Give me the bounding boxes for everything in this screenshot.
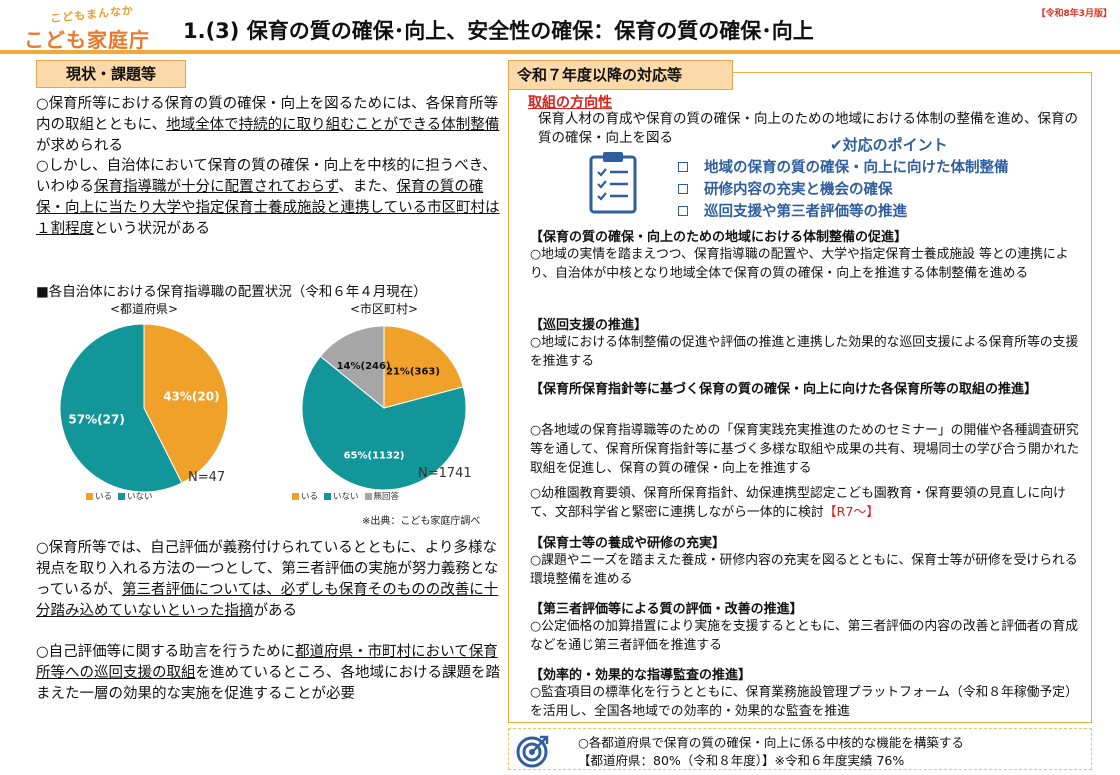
issue-2-text: ○しかし、自治体において保育の質の確保・向上を中核的に担うべき、いわゆる bbox=[36, 158, 497, 195]
issue-2-text-mid: 、また、 bbox=[338, 179, 397, 195]
issue-2-underlined-1: 保育指導職が十分に配置されておらず bbox=[94, 179, 339, 195]
section-text-audit: ○監査項目の標準化を行うとともに、保育業務施設管理プラットフォーム（令和８年稼働… bbox=[530, 685, 1078, 719]
current-issues-tab: 現状・課題等 bbox=[36, 60, 186, 88]
issue-3-underlined: 第三者評価については、必ずしも保育そのものの改善に十分踏み込めていないといった指… bbox=[36, 582, 499, 619]
issue-4-underlined: 都道府県・市町村において保育所等への巡回支援の取組 bbox=[36, 644, 498, 681]
legend-item: 無回答 bbox=[364, 492, 400, 502]
checkbox-icon bbox=[678, 162, 688, 172]
point-label: 研修内容の充実と機会の確保 bbox=[704, 182, 893, 198]
legend-swatch bbox=[292, 493, 299, 500]
point-label: 地域の保育の質の確保・向上に向けた体制整備 bbox=[704, 160, 1009, 176]
pie-slice-いる bbox=[383, 325, 464, 409]
legend-label: いない bbox=[333, 492, 359, 502]
issue-paragraph-1: ○保育所等における保育の質の確保・向上を図るためには、各保育所等内の取組とともに… bbox=[36, 94, 502, 157]
issue-3-text: ○保育所等では、自己評価が義務付けられているとともに、より多様な視点を取り入れる… bbox=[36, 540, 499, 598]
section-text-training: ○課題やニーズを踏まえた養成・研修内容の充実を図るとともに、保育士等が研修を受け… bbox=[530, 553, 1078, 587]
guidelines-2-period: 【R7～】 bbox=[823, 505, 880, 520]
legend-swatch bbox=[324, 493, 332, 500]
point-item: 地域の保育の質の確保・向上に向けた体制整備 bbox=[678, 156, 1009, 177]
target-icon bbox=[516, 735, 549, 768]
pie-slice-無回答 bbox=[319, 325, 385, 410]
pie-data-label: 14%(246) bbox=[337, 361, 391, 372]
section-text-visit: ○地域における体制整備の促進や評価の推進と連携した効果的な巡回支援による保育所等… bbox=[530, 335, 1079, 369]
guidelines-2-text: ○幼稚園教育要領、保育所保育指針、幼保連携型認定こども園教育・保育要領の見直しに… bbox=[530, 486, 1066, 520]
chart-source: ※出典：こども家庭庁調べ bbox=[362, 516, 481, 527]
pie-data-label: 65%(1132) bbox=[344, 451, 405, 462]
checkbox-icon bbox=[678, 206, 688, 216]
pie-legend: いる いない 無回答 bbox=[292, 490, 405, 502]
checkbox-icon bbox=[678, 184, 688, 194]
legend-label: いない bbox=[127, 492, 153, 502]
issue-1-text-end: が求められる bbox=[36, 138, 123, 154]
prefecture-pie-svg: 43%(20) 57%(27) bbox=[59, 323, 229, 493]
pie-slice-いない bbox=[59, 323, 183, 493]
pie-slice-いない bbox=[301, 355, 467, 491]
legend-item: いない bbox=[118, 492, 153, 502]
agency-logo: こどもまんなか こども家庭庁 bbox=[14, 4, 174, 52]
issue-4-text-end: を進めているところ、各地域における課題を踏まえた一層の効果的な実施を促進すること… bbox=[36, 665, 500, 702]
direction-title: 取組の方向性 bbox=[528, 95, 612, 111]
prefecture-pie-chart: <都道府県> 43%(20) 57%(27) N=47 いる いない bbox=[34, 300, 254, 510]
legend-label: いる bbox=[95, 492, 113, 502]
section-text-system: ○地域の実情を踏まえつつ、保育指導職の配置や、大学や指定保育士養成施設 等との連… bbox=[530, 247, 1069, 281]
issue-paragraph-2: ○しかし、自治体において保育の質の確保・向上を中核的に担うべき、いわゆる保育指導… bbox=[36, 156, 502, 240]
legend-item: いる bbox=[86, 492, 112, 502]
goal-line-2: 【都道府県：80%（令和８年度）】※令和６年度実績 76% bbox=[578, 753, 905, 768]
issue-3-text-end: がある bbox=[253, 603, 298, 619]
chart-heading: ■各自治体における保育指導職の配置状況（令和６年４月現在） bbox=[36, 284, 427, 300]
municipality-pie-chart: <市区町村> 21%(363) 65%(1132) 14%(246) N=1741 … bbox=[268, 300, 500, 510]
pie-title: <都道府県> bbox=[109, 302, 179, 316]
issue-2-underlined-2: 保育の質の確保・向上に当たり大学や指定保育士養成施設と連携している市区町村は１割… bbox=[36, 179, 500, 237]
pie-slice-いる bbox=[143, 323, 229, 484]
issue-1-underlined: 地域全体で持続的に取り組むことができる体制整備 bbox=[166, 117, 500, 133]
point-item: 巡回支援や第三者評価等の推進 bbox=[678, 200, 907, 221]
issue-1-text: ○保育所等における保育の質の確保・向上を図るためには、各保育所等内の取組とともに… bbox=[36, 96, 499, 133]
point-label: 巡回支援や第三者評価等の推進 bbox=[704, 204, 907, 220]
section-heading-system: 【保育の質の確保・向上のための地域における体制整備の促進】 bbox=[530, 230, 908, 245]
pie-data-label: 21%(363) bbox=[386, 366, 440, 377]
legend-label: いる bbox=[301, 492, 319, 502]
points-title: ✔対応のポイント bbox=[830, 136, 948, 154]
clipboard-icon bbox=[589, 152, 637, 214]
logo-name: こども家庭庁 bbox=[24, 28, 150, 52]
date-tag: 【令和8年3月版】 bbox=[1036, 9, 1112, 19]
pie-data-label: 57%(27) bbox=[68, 412, 124, 426]
issue-4-text: ○自己評価等に関する助言を行うために bbox=[36, 644, 296, 660]
goal-box bbox=[508, 728, 1092, 770]
direction-text: 保育人材の育成や保育の質の確保・向上のための地域における体制の整備を進め、保育の… bbox=[538, 111, 1078, 146]
page-title: 1.(3) 保育の質の確保･向上、安全性の確保：保育の質の確保･向上 bbox=[183, 19, 814, 43]
response-panel bbox=[508, 72, 1092, 723]
legend-swatch bbox=[364, 493, 372, 500]
header-divider bbox=[0, 50, 1120, 54]
goal-line-1: ○各都道府県で保育の質の確保・向上に係る中核的な機能を構築する bbox=[578, 735, 964, 750]
section-text-evaluation: ○公定価格の加算措置により実施を支援するとともに、第三者評価の内容の改善と評価者… bbox=[530, 619, 1078, 653]
issue-paragraph-4: ○自己評価等に関する助言を行うために都道府県・市町村において保育所等への巡回支援… bbox=[36, 642, 502, 705]
section-heading-guidelines: 【保育所保育指針等に基づく保育の質の確保・向上に向けた各保育所等の取組の推進】 bbox=[530, 382, 1038, 397]
pie-title: <市区町村> bbox=[349, 302, 419, 316]
section-text-guidelines-2: ○幼稚園教育要領、保育所保育指針、幼保連携型認定こども園教育・保育要領の見直しに… bbox=[530, 484, 1086, 522]
point-item: 研修内容の充実と機会の確保 bbox=[678, 178, 893, 199]
legend-label: 無回答 bbox=[373, 492, 400, 502]
section-heading-visit: 【巡回支援の推進】 bbox=[530, 318, 648, 333]
section-heading-audit: 【効率的・効果的な指導監査の推進】 bbox=[530, 668, 752, 683]
legend-item: いない bbox=[324, 492, 359, 502]
legend-swatch bbox=[118, 493, 126, 500]
section-heading-training: 【保育士等の養成や研修の充実】 bbox=[530, 536, 726, 551]
legend-item: いる bbox=[292, 492, 318, 502]
issue-2-text-end: という状況がある bbox=[94, 221, 210, 237]
pie-n-label: N=47 bbox=[188, 470, 226, 485]
pie-legend: いる いない bbox=[86, 490, 159, 502]
pie-data-label: 43%(20) bbox=[163, 390, 219, 404]
logo-tagline: こどもまんなか bbox=[49, 3, 135, 26]
response-tab: 令和７年度以降の対応等 bbox=[508, 60, 733, 90]
pie-n-label: N=1741 bbox=[418, 466, 472, 481]
section-heading-evaluation: 【第三者評価等による質の評価・改善の推進】 bbox=[530, 602, 803, 617]
municipality-pie-svg: 21%(363) 65%(1132) 14%(246) bbox=[301, 325, 467, 491]
issue-paragraph-3: ○保育所等では、自己評価が義務付けられているとともに、より多様な視点を取り入れる… bbox=[36, 538, 502, 622]
section-text-guidelines: ○各地域の保育指導職等のための「保育実践充実推進のためのセミナー」の開催や各種調… bbox=[530, 423, 1080, 476]
legend-swatch bbox=[86, 493, 93, 500]
